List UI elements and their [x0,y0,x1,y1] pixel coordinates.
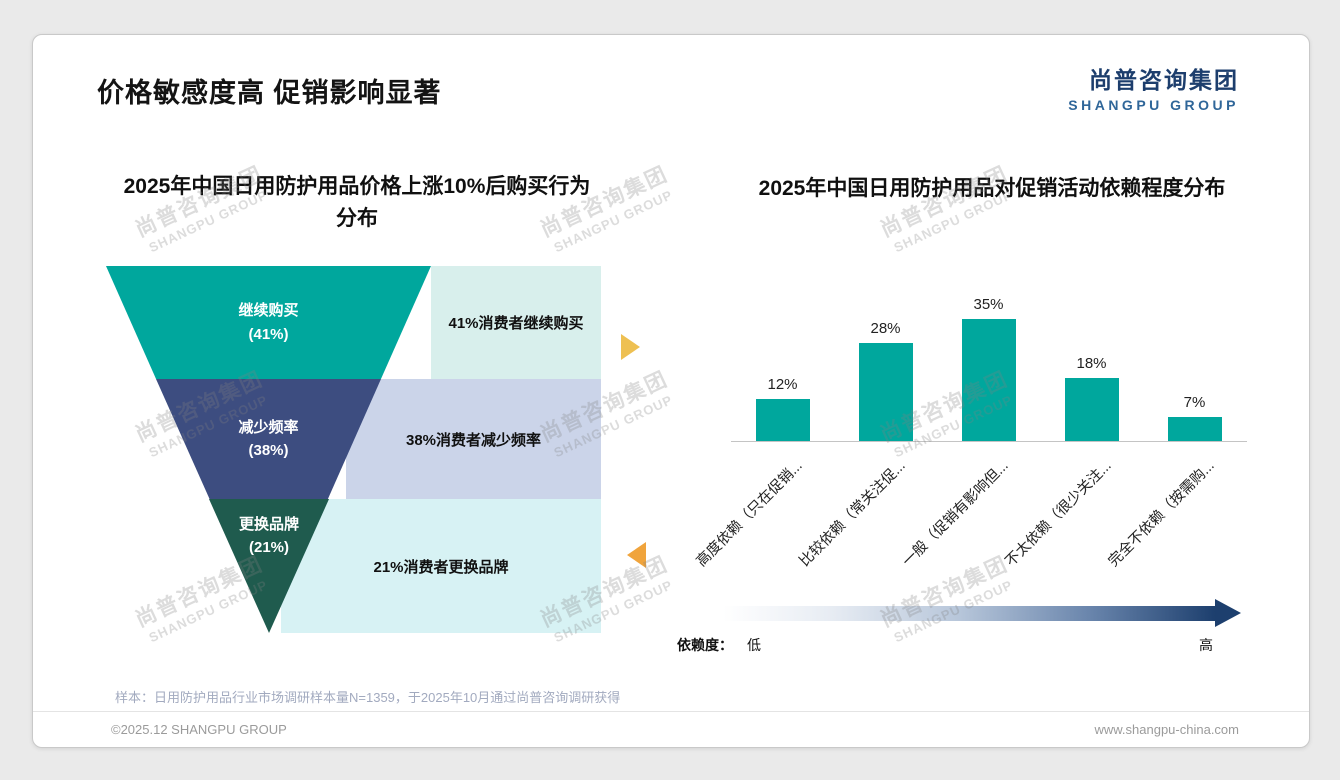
funnel-chart: 41%消费者继续购买 38%消费者减少频率 21%消费者更换品牌 继续购买 (4… [106,266,601,633]
funnel-segment-category: 更换品牌 [238,516,299,533]
arrow-right-icon [621,334,640,360]
dependency-gradient-bar [723,606,1215,621]
funnel-annotation-text: 38%消费者减少频率 [405,431,542,449]
bar [1064,378,1119,441]
footer-copyright: ©2025.12 SHANGPU GROUP [111,722,287,737]
funnel-segment-value: (38%) [248,442,289,459]
bar-chart: 12% 28% 35% 18% 7% [731,275,1246,441]
logo-en-text: SHANGPU GROUP [1068,97,1239,113]
funnel-annotation-box: 41%消费者继续购买 [431,266,601,379]
x-axis [731,441,1247,442]
sample-note: 样本：日用防护用品行业市场调研样本量N=1359，于2025年10月通过尚普咨询… [115,690,621,705]
bar-value-label: 12% [767,376,798,393]
company-logo: 尚普咨询集团 SHANGPU GROUP [1068,61,1239,113]
page-title: 价格敏感度高 促销影响显著 [97,78,442,108]
dependency-high-label: 高 [1199,637,1213,653]
funnel-segment: 继续购买 (41%) [106,266,431,379]
bar [755,399,810,441]
funnel-chart-title: 2025年中国日用防护用品价格上涨10%后购买行为 分布 [123,175,591,230]
funnel-segment-value: (41%) [248,325,289,343]
dependency-axis-label: 依赖度： [677,637,733,653]
funnel-segment-label: 继续购买 (41%) [238,299,298,346]
bar-value-label: 28% [870,320,901,337]
x-axis-label: 一般（促销有影响但... [899,457,1013,570]
funnel-segment-category: 继续购买 [238,302,299,320]
bar-slot: 7% [1143,275,1246,441]
funnel-annotation-text: 21%消费者更换品牌 [373,558,509,576]
x-axis-label: 不太依赖（很少关注... [1002,457,1116,570]
bar-value-label: 18% [1076,355,1107,372]
x-axis-label: 完全不依赖（按需购... [1105,457,1219,570]
funnel-annotation-box: 21%消费者更换品牌 [281,499,601,633]
funnel-annotation-text: 41%消费者继续购买 [448,315,584,332]
bar-slot: 18% [1040,275,1143,441]
funnel-segment-category: 减少频率 [238,418,299,436]
funnel-segment-value: (21%) [248,539,289,557]
bar-value-label: 7% [1183,393,1206,411]
funnel-segment-label: 更换品牌 (21%) [239,513,299,560]
funnel-annotation-box: 38%消费者减少频率 [346,379,601,499]
slide: 价格敏感度高 促销影响显著 尚普咨询集团 SHANGPU GROUP 2025年… [32,34,1310,748]
funnel-segment-label: 减少频率 (38%) [238,416,298,463]
arrow-left-icon [627,542,646,568]
x-axis-labels: 高度依赖（只在促销... 比较依赖（常关注促... 一般（促销有影响但... 不… [694,441,1246,601]
bar-slot: 35% [937,275,1040,441]
bar [961,318,1016,441]
bar-slot: 28% [834,275,937,441]
bar [1167,416,1222,441]
dependency-low-label: 低 [747,637,761,653]
footer-website: www.shangpu-china.com [1094,722,1239,737]
logo-cn-text: 尚普咨询集团 [1089,67,1239,93]
x-axis-label: 高度依赖（只在促销... [693,457,807,570]
x-axis-label: 比较依赖（常关注促... [796,457,910,570]
bar-chart-title: 2025年中国日用防护用品对促销活动依赖程度分布 [758,177,1226,200]
footer-divider [33,711,1309,712]
bar-slot: 12% [731,275,834,441]
bar [858,343,913,441]
bar-value-label: 35% [973,295,1004,313]
dependency-gradient-arrowhead-icon [1215,599,1241,627]
